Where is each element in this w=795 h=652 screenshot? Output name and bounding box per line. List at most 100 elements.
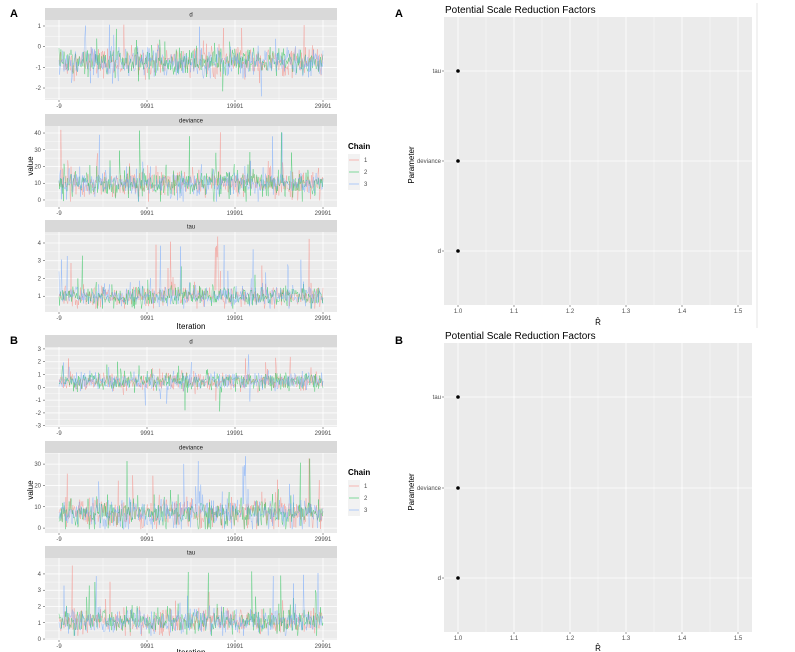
x-axis-label: R̂ <box>595 318 601 327</box>
y-tick-label: 1 <box>38 373 42 379</box>
y-tick-label: 1 <box>38 621 42 627</box>
facet-deviance: deviance 40 30 20 10 0 -9 9991 19991 29991 <box>34 114 337 217</box>
trace-chain-3 <box>58 132 324 202</box>
y-tick-label: 1 <box>38 294 42 300</box>
x-tick-label: -9 <box>56 316 62 322</box>
y-tick-label: 0 <box>38 637 42 643</box>
y-tick-label: 4 <box>38 572 42 578</box>
y-axis-label: Parameter <box>407 473 416 511</box>
x-tick-label: 9991 <box>140 316 154 322</box>
y-axis-label: value <box>26 156 35 176</box>
panel-label-a-right: A <box>395 8 403 20</box>
y-tick-label: -1 <box>36 398 42 404</box>
x-tick-label: 9991 <box>140 211 154 217</box>
y-tick-label: 2 <box>38 276 42 282</box>
x-tick-label: 1.0 <box>454 309 463 315</box>
y-tick-label: tau <box>433 395 441 401</box>
psrf-point-deviance <box>456 159 460 163</box>
legend-entry-label: 1 <box>364 158 368 164</box>
facet-strip-label: deviance <box>179 446 204 452</box>
x-axis-label: R̂ <box>595 644 601 652</box>
y-tick-label: 10 <box>34 505 41 511</box>
y-tick-label: 3 <box>38 347 42 353</box>
x-tick-label: 29991 <box>315 211 332 217</box>
legend-entry-label: 3 <box>364 182 368 188</box>
y-tick-label: 0 <box>38 385 42 391</box>
trace-chain-3 <box>58 244 324 309</box>
x-tick-label: 19991 <box>227 211 244 217</box>
facet-strip <box>45 546 337 558</box>
chart-title: Potential Scale Reduction Factors <box>445 331 596 342</box>
x-tick-label: 29991 <box>315 644 332 650</box>
facet-strip-label: d <box>189 340 192 346</box>
x-tick-label: 9991 <box>140 537 154 543</box>
x-tick-label: 19991 <box>227 537 244 543</box>
x-tick-label: 19991 <box>227 431 244 437</box>
panel-label-a-left: A <box>10 8 18 20</box>
facet-strip <box>45 441 337 453</box>
x-tick-label: 1.3 <box>622 636 631 642</box>
x-tick-label: 1.1 <box>510 309 519 315</box>
x-tick-label: 19991 <box>227 316 244 322</box>
x-tick-label: 9991 <box>140 104 154 110</box>
facet-strip <box>45 220 337 232</box>
y-tick-label: 30 <box>34 462 41 468</box>
x-tick-label: 1.4 <box>678 309 687 315</box>
facet-d: d 1 0 -1 -2 -9 9991 19991 29991 <box>36 8 337 110</box>
facet-tau: tau 4 3 2 1 0 -9 9991 19991 29991 <box>38 546 337 650</box>
psrf-point-d <box>456 576 460 580</box>
legend-entry-label: 2 <box>364 170 368 176</box>
legend-title: Chain <box>348 142 370 151</box>
legend-entry-label: 2 <box>364 496 368 502</box>
facet-strip-label: deviance <box>179 119 204 125</box>
y-axis-label: value <box>26 480 35 500</box>
legend-title: Chain <box>348 468 370 477</box>
trace-chain-2 <box>58 28 324 92</box>
y-tick-label: 4 <box>38 241 42 247</box>
chart-title: Potential Scale Reduction Factors <box>445 5 596 16</box>
trace-chain-1 <box>58 356 324 401</box>
x-axis-label: Iteration <box>177 648 206 652</box>
y-tick-label: -2 <box>36 86 42 92</box>
legend-entry-label: 1 <box>364 484 368 490</box>
y-tick-label: 3 <box>38 259 42 265</box>
y-tick-label: 2 <box>38 604 42 610</box>
x-tick-label: -9 <box>56 644 62 650</box>
facet-strip-label: d <box>189 13 192 19</box>
trace-plot-a: d10-1-2-9 9991 19991 29991deviance403020100… <box>26 8 370 331</box>
y-tick-label: 30 <box>34 148 41 154</box>
y-tick-label: 10 <box>34 181 41 187</box>
x-tick-label: 29991 <box>315 316 332 322</box>
panel-label-b-right: B <box>395 335 403 347</box>
y-tick-label: -1 <box>36 65 42 71</box>
legend: Chain 1 2 3 <box>348 468 370 516</box>
y-tick-label: 20 <box>34 483 41 489</box>
y-tick-label: d <box>438 249 441 255</box>
x-tick-label: 1.2 <box>566 636 575 642</box>
facet-strip <box>45 114 337 126</box>
x-tick-label: 1.0 <box>454 636 463 642</box>
y-tick-label: tau <box>433 69 441 75</box>
y-tick-label: 0 <box>38 198 42 204</box>
y-tick-label: 3 <box>38 588 42 594</box>
trace-chain-3 <box>58 456 324 530</box>
x-tick-label: 1.2 <box>566 309 575 315</box>
y-tick-label: d <box>438 576 441 582</box>
facet-d: d 3 2 1 0 -1 -2 -3 -9 9991 19991 29991 <box>36 335 337 437</box>
y-tick-label: -2 <box>36 411 42 417</box>
facet-strip <box>45 8 337 20</box>
y-axis-label: Parameter <box>407 146 416 184</box>
y-tick-label: 20 <box>34 165 41 171</box>
y-tick-label: 1 <box>38 24 42 30</box>
trace-chain-2 <box>58 361 324 412</box>
legend-entry-label: 3 <box>364 508 368 514</box>
x-tick-label: 1.4 <box>678 636 687 642</box>
x-tick-label: -9 <box>56 104 62 110</box>
y-tick-label: deviance <box>417 159 442 165</box>
facet-deviance: deviance 30 20 10 0 -9 9991 19991 29991 <box>34 441 337 543</box>
x-tick-label: -9 <box>56 537 62 543</box>
psrf-point-deviance <box>456 486 460 490</box>
x-tick-label: 19991 <box>227 644 244 650</box>
x-tick-label: 1.5 <box>734 636 743 642</box>
